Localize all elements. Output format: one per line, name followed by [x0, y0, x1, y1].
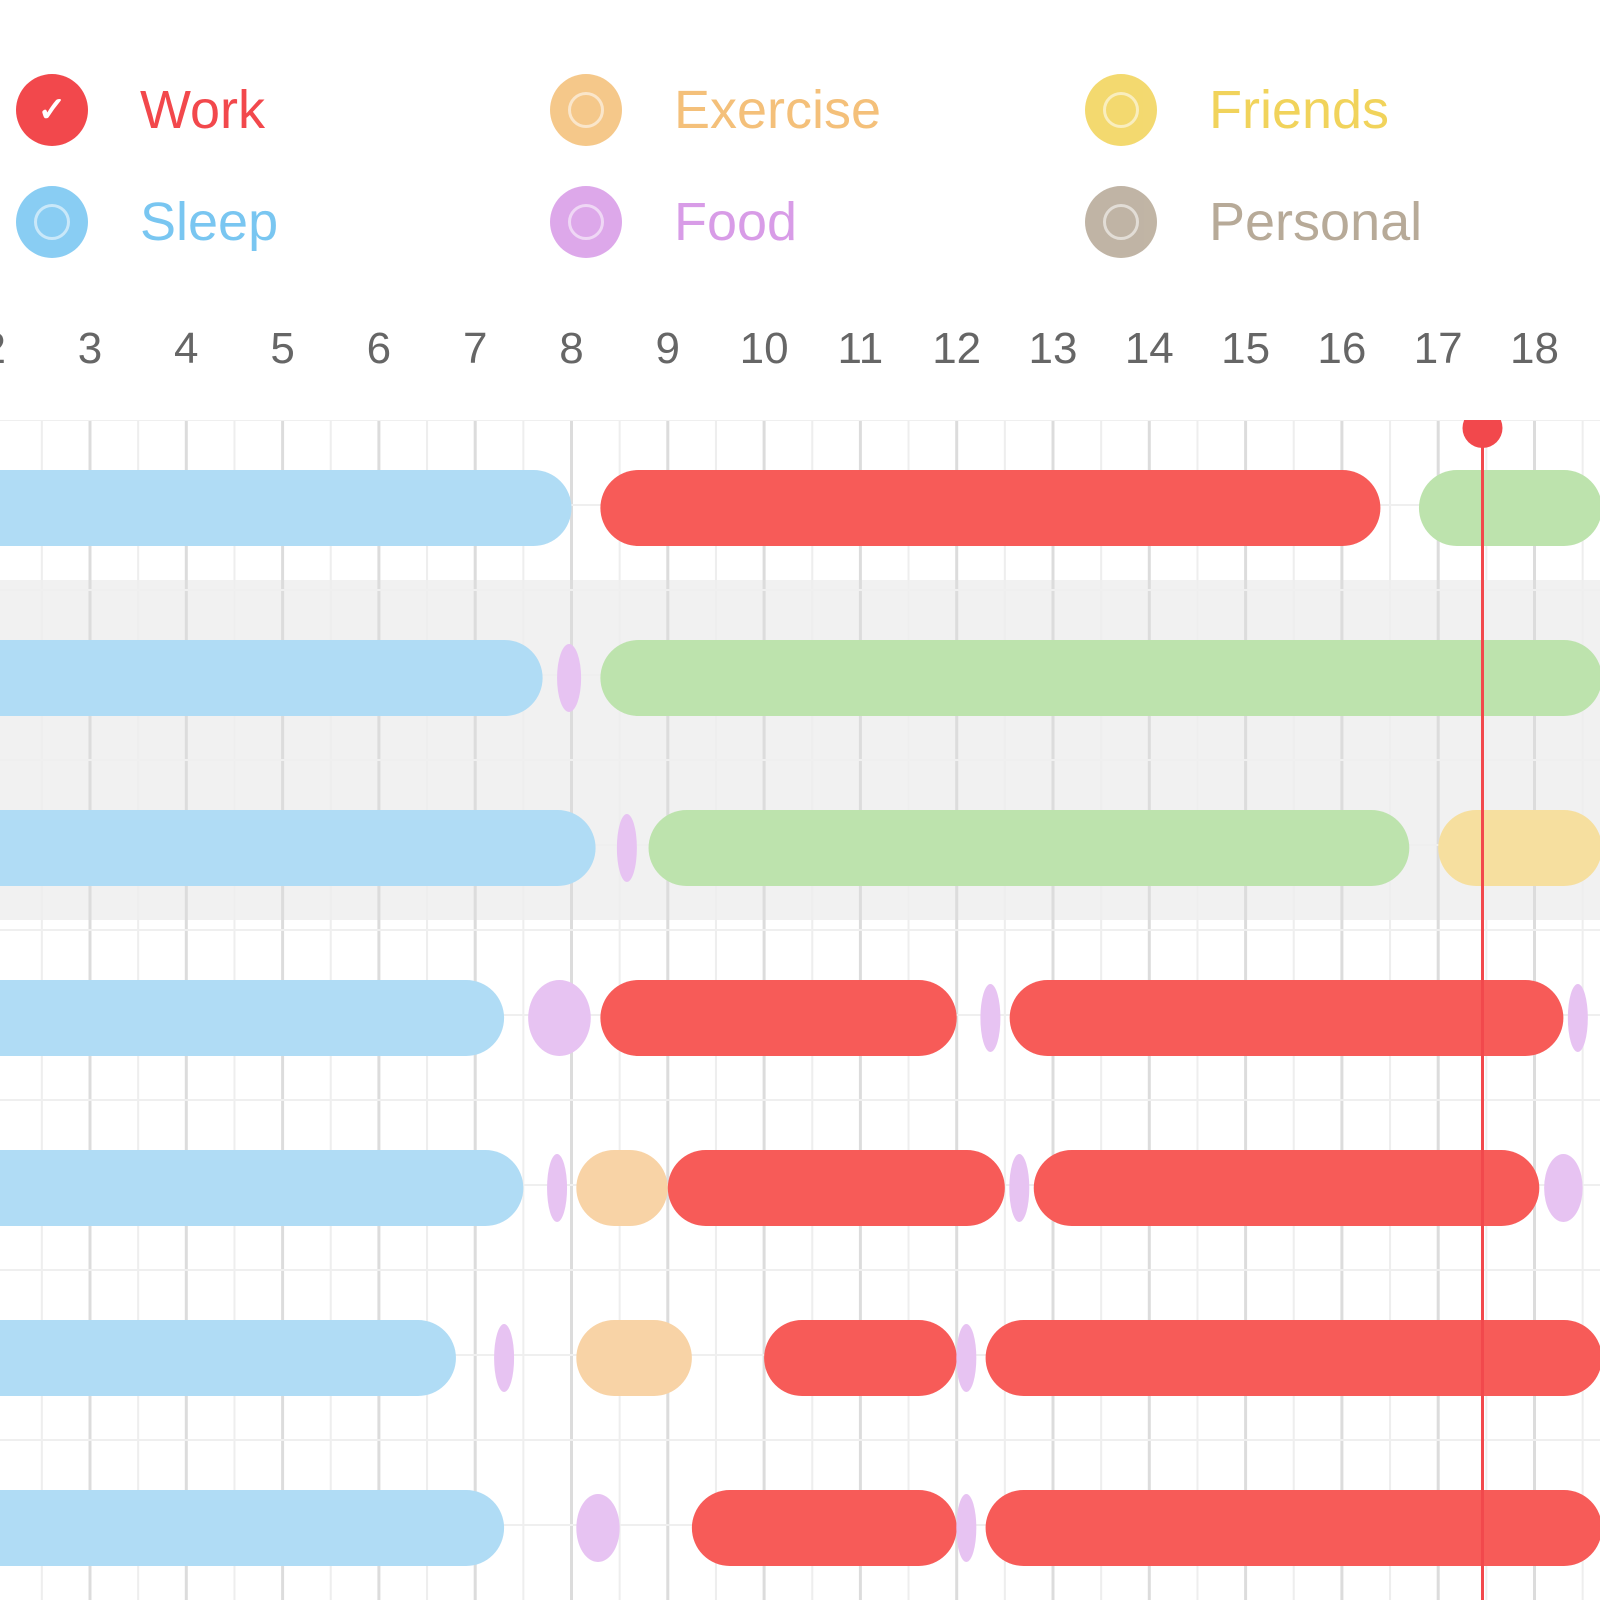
segment-green[interactable] — [648, 810, 1410, 886]
exercise-icon — [550, 74, 622, 146]
segment-green[interactable] — [1418, 470, 1600, 546]
friends-icon — [1085, 74, 1157, 146]
segment-sleep[interactable] — [0, 1150, 524, 1226]
segment-food[interactable] — [494, 1324, 515, 1392]
hour-tick-label: 15 — [1221, 324, 1271, 373]
segment-food[interactable] — [980, 984, 1001, 1052]
segment-work[interactable] — [691, 1490, 957, 1566]
segment-work[interactable] — [1033, 1150, 1540, 1226]
segment-green[interactable] — [600, 640, 1600, 716]
segment-sleep[interactable] — [0, 1490, 505, 1566]
legend-label: Work — [140, 80, 266, 140]
timeline — [0, 420, 1600, 1600]
legend-label: Exercise — [674, 80, 882, 140]
segment-food[interactable] — [576, 1494, 620, 1562]
personal-icon — [1085, 186, 1157, 258]
segment-sleep[interactable] — [0, 640, 543, 716]
legend-item-exercise[interactable]: Exercise — [550, 70, 881, 150]
legend-item-personal[interactable]: Personal — [1085, 182, 1422, 262]
segment-food[interactable] — [956, 1324, 977, 1392]
legend-label: Food — [674, 192, 798, 252]
segment-work[interactable] — [764, 1320, 957, 1396]
hour-tick-label: 6 — [366, 324, 392, 373]
segment-sleep[interactable] — [0, 1320, 456, 1396]
check-icon: ✓ — [16, 74, 88, 146]
segment-food[interactable] — [557, 644, 582, 712]
segment-food[interactable] — [1567, 984, 1588, 1052]
segment-friends[interactable] — [1438, 810, 1600, 886]
now-marker[interactable] — [1462, 420, 1503, 448]
segment-sleep[interactable] — [0, 980, 505, 1056]
food-icon — [550, 186, 622, 258]
segment-work[interactable] — [667, 1150, 1005, 1226]
hour-tick-label: 18 — [1510, 324, 1559, 373]
legend-item-friends[interactable]: Friends — [1085, 70, 1389, 150]
legend-label: Sleep — [140, 192, 279, 252]
sleep-icon — [16, 186, 88, 258]
segment-work[interactable] — [985, 1320, 1600, 1396]
legend-item-sleep[interactable]: Sleep — [16, 182, 278, 262]
hour-tick-label: 12 — [932, 324, 982, 373]
timeline-svg — [0, 420, 1600, 1600]
segment-food[interactable] — [956, 1494, 977, 1562]
legend: ✓ Work Exercise Friends Sleep Food Personal — [0, 0, 1600, 300]
hour-tick-label: 9 — [655, 324, 681, 373]
segment-sleep[interactable] — [0, 810, 596, 886]
segment-exercise[interactable] — [576, 1150, 668, 1226]
segment-sleep[interactable] — [0, 470, 572, 546]
hour-tick-label: 2 — [0, 324, 34, 374]
hour-tick-label: 4 — [174, 324, 199, 373]
hour-tick-label: 7 — [462, 324, 488, 373]
segment-food[interactable] — [1009, 1154, 1030, 1222]
hour-tick-label: 5 — [270, 324, 295, 373]
hour-axis: 23 4 5 6 7 8 9 10 11 12 13 14 15 16 17 18 — [0, 300, 1600, 410]
segment-exercise[interactable] — [576, 1320, 692, 1396]
legend-label: Personal — [1209, 192, 1423, 252]
hour-tick-label: 16 — [1317, 324, 1367, 373]
segment-food[interactable] — [1544, 1154, 1583, 1222]
segment-food[interactable] — [616, 814, 637, 882]
hour-tick-label: 3 — [77, 324, 103, 373]
legend-item-work[interactable]: ✓ Work — [16, 70, 265, 150]
segment-food[interactable] — [528, 980, 591, 1056]
legend-item-food[interactable]: Food — [550, 182, 797, 262]
hour-tick-label: 13 — [1028, 324, 1078, 373]
legend-label: Friends — [1209, 80, 1390, 140]
hour-tick-label: 17 — [1413, 324, 1463, 373]
segment-work[interactable] — [985, 1490, 1600, 1566]
segment-work[interactable] — [600, 470, 1381, 546]
segment-food[interactable] — [547, 1154, 568, 1222]
hour-tick-label: 11 — [837, 324, 884, 373]
hour-tick-label: 14 — [1124, 324, 1174, 373]
segment-work[interactable] — [1009, 980, 1564, 1056]
hour-tick-label: 10 — [739, 324, 789, 373]
hour-tick-label: 8 — [559, 324, 584, 373]
segment-work[interactable] — [600, 980, 957, 1056]
